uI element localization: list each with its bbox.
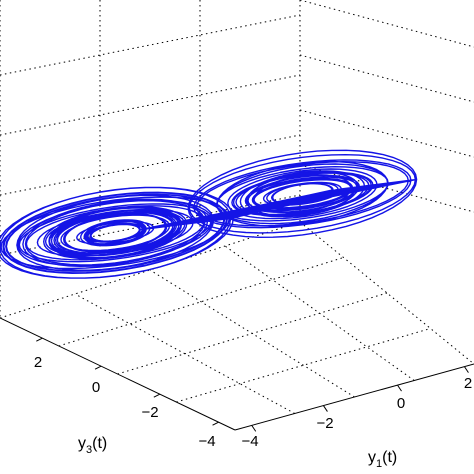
y1-tick-label: −4 (241, 433, 258, 450)
grid-line (299, 54, 474, 103)
y3-axis-line (0, 317, 236, 431)
y1-tick-label: 0 (397, 395, 405, 412)
grid-line (0, 134, 301, 196)
y3-tick (36, 337, 43, 342)
trajectory-line (0, 149, 418, 279)
grid-line (224, 245, 415, 381)
axes-box (0, 317, 474, 432)
y1-tick-label: −2 (316, 415, 333, 432)
grid-line (0, 74, 301, 136)
y1-tick (397, 384, 402, 392)
grid-line (299, 0, 474, 48)
grid-line (176, 328, 431, 403)
y1-axis-label: y1(t) (368, 449, 397, 470)
y3-axis-label: y3(t) (78, 435, 107, 456)
y3-tick-label: −4 (198, 433, 215, 450)
grid-line (149, 269, 355, 398)
y3-tick-label: 2 (34, 354, 42, 371)
grid-line (299, 109, 474, 158)
y1-axis-line (234, 363, 474, 431)
y1-tick (464, 366, 469, 373)
y3-tick (212, 421, 219, 426)
y1-tick-label: 2 (464, 375, 472, 392)
y1-tick (251, 425, 257, 432)
y3-tick (153, 393, 161, 398)
y3-tick-label: −2 (141, 404, 158, 421)
grid-line (0, 14, 301, 76)
trajectory (0, 149, 418, 279)
y1-tick (323, 405, 328, 412)
y3-tick (94, 365, 102, 370)
y3-tick-label: 0 (92, 379, 100, 396)
